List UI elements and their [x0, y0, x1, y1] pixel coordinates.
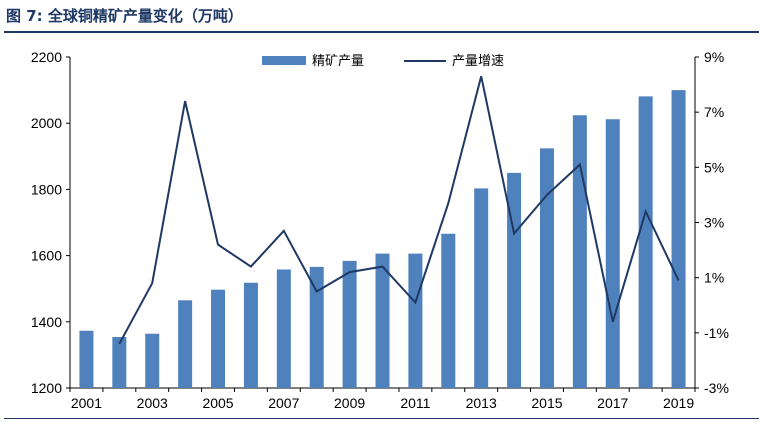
bar-2018	[638, 96, 653, 388]
bar-2008	[309, 266, 324, 388]
x-tick-label: 2001	[71, 395, 102, 411]
y-right-tick-label: 1%	[704, 270, 724, 286]
y-right-tick-label: -1%	[704, 325, 729, 341]
line-layer	[118, 76, 680, 345]
bar-2016	[572, 115, 587, 389]
bar-2015	[539, 148, 554, 388]
bar-2009	[342, 260, 357, 388]
bar-2012	[441, 233, 456, 388]
figure-label: 图 7:	[6, 7, 43, 25]
y-right-tick-label: 7%	[704, 104, 724, 120]
legend-label-bar: 精矿产量	[312, 53, 364, 68]
y-right-tick-label: -3%	[704, 380, 729, 396]
y-right-tick-label: 9%	[704, 49, 724, 65]
y-left-tick-label: 2200	[31, 49, 62, 65]
bar-2001	[79, 330, 94, 388]
y-left-tick-label: 1400	[31, 314, 62, 330]
x-tick-label: 2017	[597, 395, 628, 411]
x-tick-label: 2013	[466, 395, 497, 411]
y-left-tick-label: 1800	[31, 181, 62, 197]
bar-2002	[112, 337, 127, 388]
bar-2013	[474, 188, 489, 388]
bars-layer	[79, 90, 686, 389]
legend: 精矿产量 产量增速	[262, 53, 504, 68]
bar-2014	[507, 172, 522, 388]
bar-2004	[178, 300, 193, 388]
figure-title: 图 7: 全球铜精矿产量变化（万吨）	[6, 4, 243, 28]
x-tick-label: 2003	[137, 395, 168, 411]
x-tick-label: 2011	[400, 395, 430, 411]
x-tick-label: 2009	[334, 395, 365, 411]
bar-2003	[145, 333, 160, 388]
bar-2010	[375, 253, 390, 388]
x-tick-label: 2015	[531, 395, 562, 411]
axes-layer: 1200 1400 1600 1800 2000 2200 -3% -1% 1% 3% 5% 7% 9%…	[31, 49, 729, 411]
y-right-tick-label: 3%	[704, 215, 724, 231]
x-tick-label: 2007	[268, 395, 299, 411]
y-left-tick-label: 1600	[31, 248, 62, 264]
bar-2006	[243, 282, 258, 388]
legend-swatch-bar	[262, 56, 306, 65]
bar-2019	[671, 90, 686, 388]
y-left-tick-label: 1200	[31, 380, 62, 396]
x-tick-label: 2005	[202, 395, 233, 411]
bar-2011	[408, 253, 423, 388]
figure-title-text: 全球铜精矿产量变化（万吨）	[47, 7, 243, 25]
y-right-tick-label: 5%	[704, 159, 724, 175]
y-left-tick-label: 2000	[31, 115, 62, 131]
bar-2007	[276, 269, 291, 388]
x-tick-label: 2019	[663, 395, 694, 411]
title-divider	[4, 31, 759, 33]
bar-2005	[211, 289, 226, 388]
bottom-divider	[4, 418, 759, 419]
growth-line	[118, 76, 680, 345]
legend-label-line: 产量增速	[452, 53, 504, 68]
bar-2017	[605, 119, 620, 388]
